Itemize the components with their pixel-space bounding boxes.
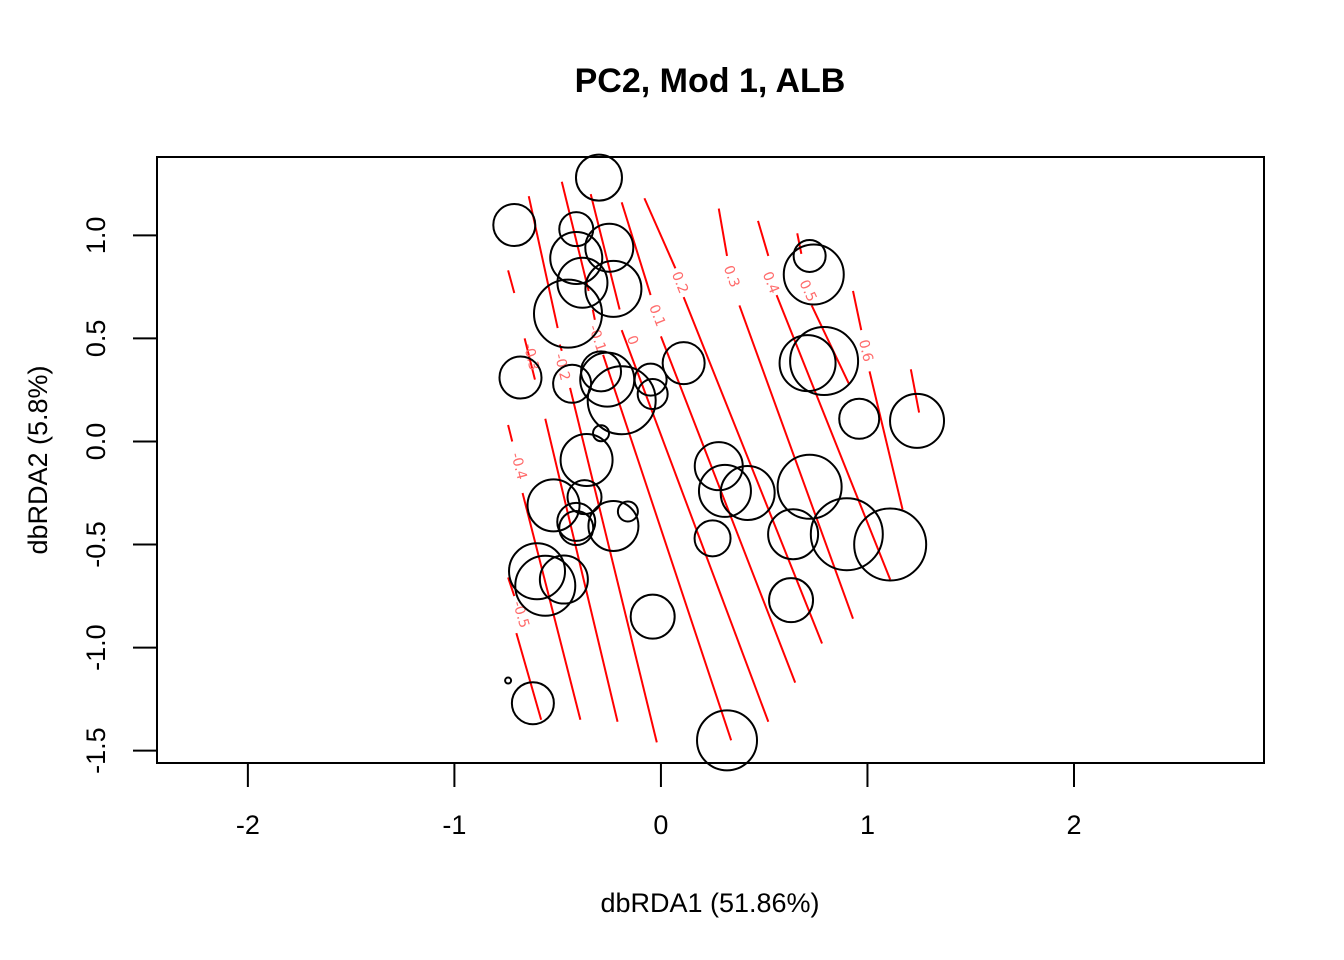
data-point <box>636 378 669 411</box>
data-point <box>838 397 881 440</box>
contour-line <box>620 202 652 296</box>
data-point <box>510 681 555 726</box>
data-point <box>558 510 595 547</box>
data-point <box>719 464 776 521</box>
contour-line <box>560 181 590 292</box>
contour-line <box>909 369 921 413</box>
data-point <box>584 222 635 273</box>
data-point <box>778 334 837 393</box>
data-point <box>526 478 581 533</box>
contour-line <box>660 335 797 683</box>
contour-label: 0.2 <box>668 269 691 296</box>
contour-line <box>521 492 582 720</box>
data-point <box>776 453 843 520</box>
data-point <box>574 153 623 202</box>
contour-line <box>569 387 658 743</box>
data-point <box>792 238 827 273</box>
x-tick-label: 2 <box>1066 810 1081 840</box>
data-point <box>498 355 543 400</box>
contour-line <box>591 309 596 321</box>
contour-line <box>810 304 850 385</box>
y-tick-label: -0.5 <box>81 521 111 568</box>
contour-line <box>544 418 619 723</box>
contour-line <box>682 296 823 644</box>
data-point <box>767 508 820 561</box>
x-tick-label: -2 <box>236 810 260 840</box>
contour-line <box>507 424 514 442</box>
data-point <box>556 256 609 309</box>
contour-line <box>717 208 729 257</box>
contour-line <box>507 270 516 294</box>
y-tick-label: -1.0 <box>81 624 111 671</box>
y-tick-label: -1.5 <box>81 727 111 774</box>
contour-label: 0.6 <box>855 338 876 363</box>
contour-line <box>852 290 863 331</box>
chart-title: PC2, Mod 1, ALB <box>575 62 846 100</box>
data-point <box>504 676 513 685</box>
x-tick-label: 1 <box>860 810 875 840</box>
y-tick-label: 1.0 <box>81 217 111 255</box>
data-point <box>616 500 639 523</box>
contour-line <box>738 305 854 620</box>
plot-area: -2 -1 0 1 2-1.5-1.0-0.50.00.51.0-0.5-0.4-0.3… <box>81 153 1265 840</box>
contour-line <box>868 371 904 510</box>
contour-line <box>515 632 543 720</box>
contour-line <box>602 354 733 741</box>
contour-line <box>589 193 621 310</box>
data-point <box>696 709 759 772</box>
plot-frame <box>156 156 1265 764</box>
data-point <box>629 593 676 640</box>
contour-label: 0 <box>623 333 641 347</box>
data-point <box>556 501 597 542</box>
data-point <box>853 507 928 582</box>
data-point <box>661 341 706 386</box>
data-point <box>538 554 589 605</box>
data-point <box>633 362 668 397</box>
data-point <box>768 577 815 624</box>
contour-line <box>757 220 770 257</box>
data-point <box>584 259 643 318</box>
data-point <box>697 463 752 518</box>
contour-line <box>643 197 677 269</box>
data-point <box>492 203 537 248</box>
data-point <box>789 326 860 397</box>
data-point <box>809 497 884 572</box>
data-point <box>514 554 577 617</box>
x-tick-label: -1 <box>442 810 466 840</box>
contour-line <box>507 577 516 597</box>
data-point <box>508 542 567 601</box>
contour-label: -0.5 <box>509 599 532 630</box>
data-point <box>549 231 604 285</box>
contour-label: 0.1 <box>645 302 668 329</box>
contour-line <box>620 329 770 723</box>
y-tick-label: 0.5 <box>81 320 111 358</box>
y-axis-label: dbRDA2 (5.8%) <box>23 365 53 554</box>
data-point <box>782 243 845 306</box>
y-tick-label: 0.0 <box>81 423 111 461</box>
contour-label: -0.4 <box>507 451 529 482</box>
data-point <box>693 519 732 558</box>
data-point <box>586 365 657 436</box>
contour-label: -0.1 <box>585 323 609 354</box>
contour-label: 0.4 <box>759 269 782 296</box>
data-point <box>889 392 946 449</box>
contour-label: 0.3 <box>720 263 743 289</box>
data-point <box>592 424 611 443</box>
data-point <box>587 499 640 552</box>
x-tick-label: 0 <box>653 810 668 840</box>
x-axis-label: dbRDA1 (51.86%) <box>600 888 819 918</box>
data-point <box>532 278 603 349</box>
data-point <box>559 433 614 487</box>
